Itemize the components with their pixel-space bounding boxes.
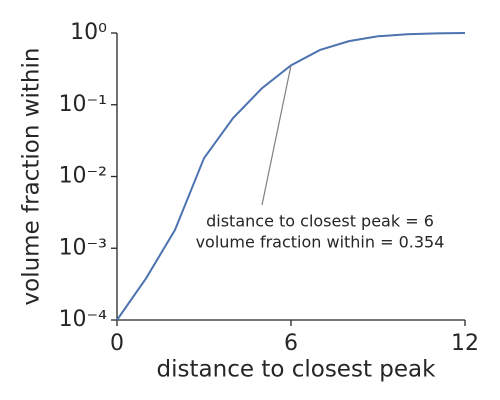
annotation-line xyxy=(261,65,292,206)
x-tick-label: 6 xyxy=(284,331,298,356)
y-tick-label: 10⁻² xyxy=(59,164,107,189)
y-tick-label: 10⁻⁴ xyxy=(59,307,108,332)
annotation-text: volume fraction within = 0.354 xyxy=(196,233,445,252)
y-tick-label: 10⁻³ xyxy=(59,235,107,260)
y-axis-label: volume fraction within xyxy=(19,48,45,306)
y-tick-label: 10⁰ xyxy=(70,20,107,45)
x-tick-label: 0 xyxy=(110,331,124,356)
data-line xyxy=(116,32,466,321)
y-tick-label: 10⁻¹ xyxy=(59,92,107,117)
x-axis-label: distance to closest peak xyxy=(157,357,437,383)
annotation-text: distance to closest peak = 6 xyxy=(206,212,434,231)
x-tick-label: 12 xyxy=(451,331,479,356)
